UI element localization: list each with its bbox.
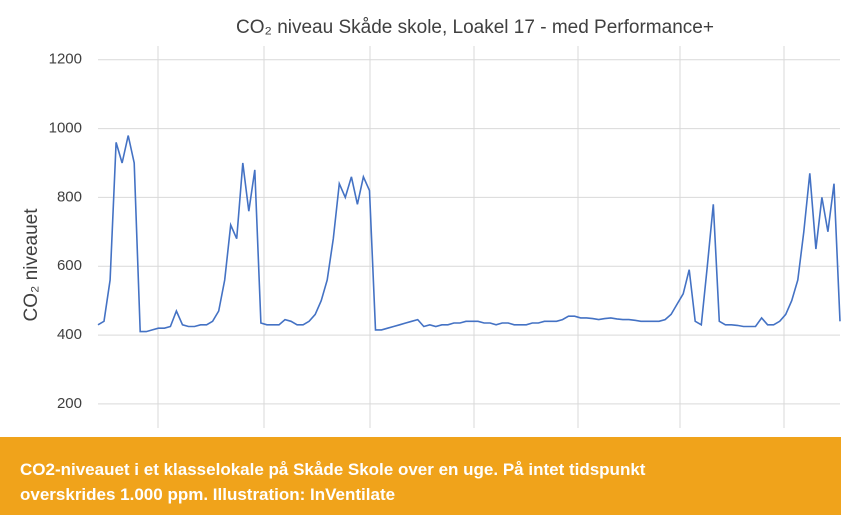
vertical-grid bbox=[157, 46, 785, 428]
chart: CO₂ niveau Skåde skole, Loakel 17 - med … bbox=[21, 17, 841, 428]
co2-line bbox=[97, 135, 841, 333]
caption-line: overskrides 1.000 ppm. Illustration: InV… bbox=[20, 485, 396, 504]
chart-title: CO₂ niveau Skåde skole, Loakel 17 - med … bbox=[236, 17, 714, 38]
y-tick-label: 1200 bbox=[49, 51, 82, 68]
y-tick-label: 400 bbox=[57, 326, 82, 343]
caption: CO2-niveauet i et klasselokale på Skåde … bbox=[0, 437, 841, 515]
y-axis-label: CO₂ niveauet bbox=[21, 208, 42, 322]
y-tick-label: 1000 bbox=[49, 120, 82, 137]
y-tick-label: 800 bbox=[57, 188, 82, 205]
caption-line: CO2-niveauet i et klasselokale på Skåde … bbox=[20, 460, 646, 479]
y-tick-label: 200 bbox=[57, 395, 82, 412]
y-tick-label: 600 bbox=[57, 257, 82, 274]
